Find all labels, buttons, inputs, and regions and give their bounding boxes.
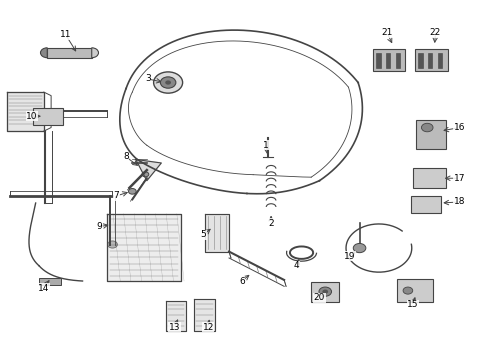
Text: 15: 15 [406, 300, 418, 309]
Text: 19: 19 [344, 252, 355, 261]
Circle shape [153, 72, 182, 93]
Wedge shape [41, 48, 47, 58]
Bar [39, 278, 61, 284]
Circle shape [160, 77, 176, 88]
Text: 18: 18 [453, 198, 465, 207]
Circle shape [421, 123, 432, 132]
Text: 4: 4 [293, 261, 299, 270]
Polygon shape [193, 299, 214, 330]
Circle shape [165, 80, 171, 85]
Circle shape [318, 287, 331, 296]
Polygon shape [204, 214, 228, 252]
Bar [417, 53, 422, 68]
Text: 11: 11 [60, 30, 71, 39]
Text: 22: 22 [429, 28, 440, 37]
Bar [310, 282, 339, 302]
Polygon shape [166, 301, 185, 330]
Text: 10: 10 [26, 112, 38, 121]
Bar [410, 195, 440, 213]
Text: 21: 21 [381, 28, 392, 37]
Bar [375, 53, 380, 68]
Bar [427, 53, 431, 68]
Text: 16: 16 [453, 123, 465, 132]
Text: 13: 13 [168, 323, 180, 332]
Circle shape [322, 289, 327, 294]
Text: 1: 1 [263, 141, 268, 150]
Text: 7: 7 [113, 192, 119, 201]
Bar [47, 48, 92, 58]
Bar [396, 279, 432, 302]
Circle shape [107, 241, 117, 248]
Text: 14: 14 [38, 284, 49, 293]
Bar [437, 53, 441, 68]
Wedge shape [92, 48, 98, 58]
Text: 17: 17 [453, 174, 465, 183]
Text: 9: 9 [97, 222, 102, 231]
Bar [414, 49, 447, 71]
Polygon shape [136, 159, 161, 181]
Circle shape [402, 287, 412, 294]
Polygon shape [7, 92, 44, 131]
Circle shape [352, 243, 365, 253]
Bar [372, 49, 405, 71]
Text: 6: 6 [239, 276, 244, 285]
Text: 2: 2 [268, 219, 273, 228]
Bar [33, 108, 62, 125]
Bar [385, 53, 389, 68]
Text: 8: 8 [123, 153, 129, 162]
Bar [415, 120, 445, 149]
Text: 20: 20 [313, 293, 325, 302]
Text: 12: 12 [202, 323, 213, 332]
Text: 5: 5 [200, 230, 206, 239]
Bar [395, 53, 399, 68]
Bar [412, 168, 445, 188]
Text: 3: 3 [144, 75, 150, 84]
Circle shape [128, 189, 136, 194]
Circle shape [142, 172, 148, 177]
Polygon shape [106, 214, 180, 281]
